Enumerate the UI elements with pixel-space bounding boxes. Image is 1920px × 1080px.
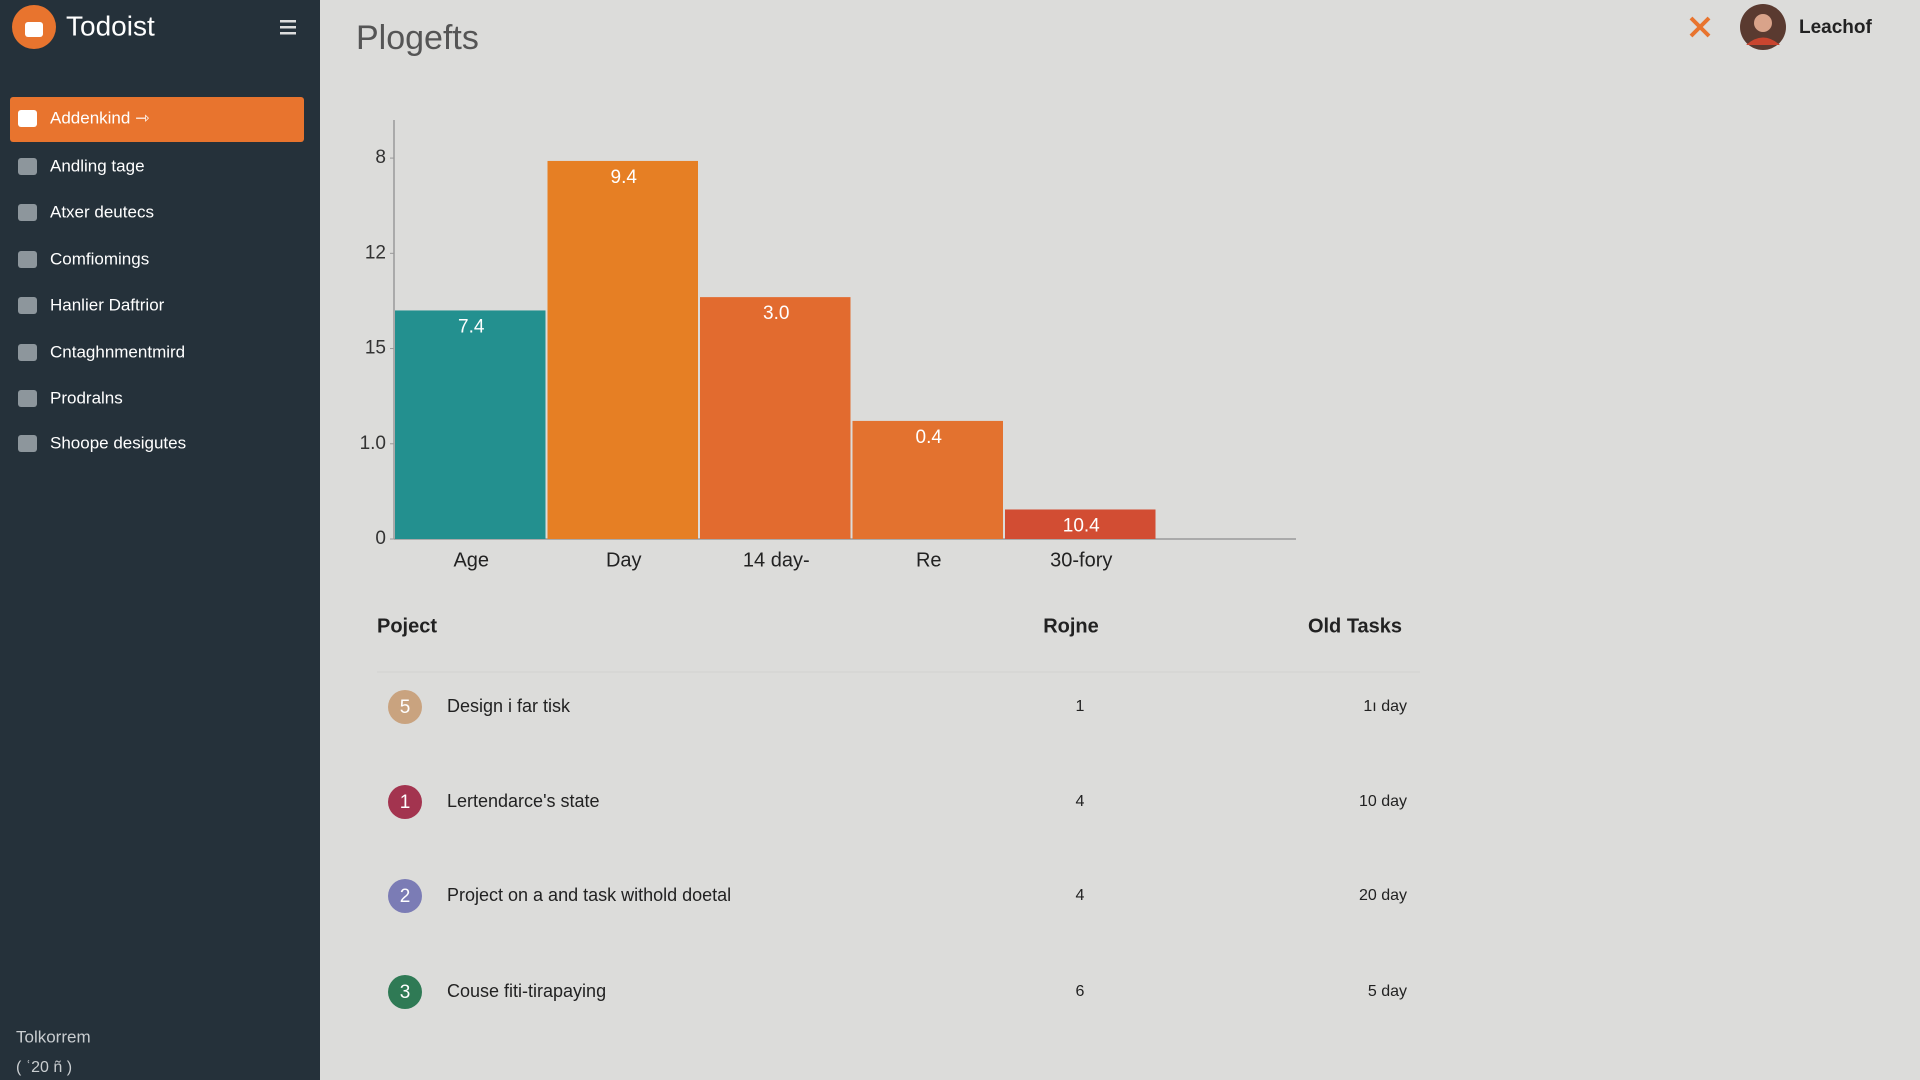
table-cell: 1	[1076, 698, 1085, 715]
bar	[547, 160, 698, 539]
x-tick-label: Age	[453, 549, 489, 571]
user-name: Leachof	[1799, 17, 1873, 38]
menu-item[interactable]: Prodralns	[50, 388, 123, 407]
table-cell[interactable]: Design i far tisk	[447, 696, 571, 716]
row-badge-number: 2	[400, 886, 411, 907]
sidebar-footer-title: Tolkorrem	[16, 1027, 91, 1046]
bar	[852, 420, 1003, 539]
menu-item[interactable]: Atxer deutecs	[50, 202, 154, 221]
sidebar-footer-subtitle: ( ʿ20 ñ )	[16, 1059, 72, 1076]
menu-icon	[18, 297, 37, 314]
bar	[700, 297, 851, 539]
table-cell[interactable]: Project on a and task withold doetal	[447, 885, 731, 905]
avatar-body	[1746, 37, 1780, 45]
table-cell: 4	[1076, 887, 1085, 904]
menu-item[interactable]: Cntaghnmentmird	[50, 342, 185, 361]
x-tick-label: 14 day-	[743, 549, 810, 571]
bar-annotation: 0.4	[916, 427, 943, 448]
menu-icon	[18, 435, 37, 452]
y-tick-label: 12	[365, 242, 386, 263]
bar-annotation: 7.4	[458, 316, 485, 337]
menu-item[interactable]: Addenkind ⇾	[50, 108, 149, 127]
row-badge-number: 3	[400, 982, 411, 1003]
app-name: Todoist	[66, 10, 155, 41]
logo-glyph	[25, 22, 43, 37]
table-header: Poject	[377, 615, 437, 637]
table-cell: 6	[1076, 983, 1085, 1000]
y-tick-label: 15	[365, 338, 386, 359]
bar	[1005, 509, 1156, 539]
menu-item[interactable]: Hanlier Daftrior	[50, 295, 165, 314]
sidebar	[0, 0, 320, 1080]
table-cell: 20 day	[1359, 887, 1407, 904]
bar	[395, 310, 546, 539]
menu-icon	[18, 344, 37, 361]
x-tick-label: Day	[606, 549, 642, 571]
row-badge-number: 1	[400, 792, 411, 813]
table-cell: 4	[1076, 793, 1085, 810]
close-button[interactable]	[1689, 16, 1711, 38]
bar-annotation: 3.0	[763, 303, 789, 324]
table-cell: 1ı day	[1363, 698, 1407, 715]
avatar-face	[1754, 14, 1772, 32]
table-cell[interactable]: Couse fiti-tirapaying	[447, 981, 606, 1001]
x-tick-label: 30-fory	[1050, 549, 1112, 571]
table-cell: 5 day	[1368, 983, 1407, 1000]
y-tick-label: 1.0	[360, 433, 386, 454]
menu-item[interactable]: Comfiomings	[50, 249, 149, 268]
menu-icon	[18, 110, 37, 127]
menu-icon	[18, 251, 37, 268]
table-cell: 10 day	[1359, 793, 1407, 810]
y-tick-label: 8	[375, 147, 386, 168]
menu-button[interactable]	[280, 20, 296, 35]
row-badge	[388, 879, 422, 913]
menu-icon	[18, 158, 37, 175]
table-cell[interactable]: Lertendarce's state	[447, 791, 600, 811]
row-badge	[388, 975, 422, 1009]
table-header: Old Tasks	[1308, 615, 1402, 637]
row-badge	[388, 690, 422, 724]
table-header: Rojne	[1043, 615, 1099, 637]
y-tick-label: 0	[375, 528, 386, 549]
menu-icon	[18, 204, 37, 221]
x-tick-label: Re	[916, 549, 942, 571]
page-title: Plogefts	[356, 19, 479, 57]
menu-item-active[interactable]	[10, 97, 304, 142]
menu-item[interactable]: Shoope desigutes	[50, 433, 186, 452]
bar-annotation: 9.4	[611, 167, 638, 188]
row-badge	[388, 785, 422, 819]
row-badge-number: 5	[400, 697, 411, 718]
bar-annotation: 10.4	[1063, 515, 1100, 536]
menu-item[interactable]: Andling tage	[50, 156, 145, 175]
menu-icon	[18, 390, 37, 407]
